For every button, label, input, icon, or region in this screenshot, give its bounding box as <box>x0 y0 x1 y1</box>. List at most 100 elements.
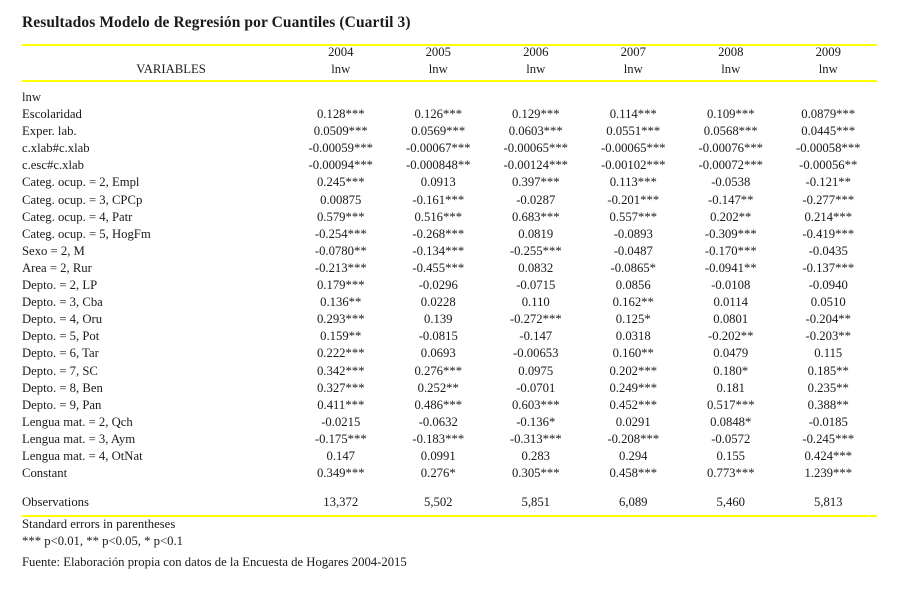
table-row: Depto. = 4, Oru 0.293*** 0.139 -0.272*** 0.1… <box>22 313 877 330</box>
significance-stars: *** <box>540 397 560 412</box>
coefficient-cell: -0.204** <box>805 312 851 327</box>
coefficient-cell: -0.455*** <box>412 260 465 275</box>
coefficient-cell: 0.305*** <box>511 466 560 481</box>
coefficient-cell: -0.0815 <box>418 329 458 344</box>
significance-stars: *** <box>835 431 855 446</box>
significance-stars: *** <box>542 312 562 327</box>
coefficient-cell: 0.00875 <box>320 192 362 207</box>
significance-stars: *** <box>737 243 757 258</box>
coefficient-cell: 0.397*** <box>511 175 560 190</box>
significance-stars: ** <box>836 363 849 378</box>
significance-stars: * <box>644 312 651 327</box>
note-significance: *** p<0.01, ** p<0.05, * p<0.1 <box>22 534 184 549</box>
coefficient-cell: 0.235** <box>807 380 849 395</box>
variable-label: Depto. = 9, Pan <box>22 397 102 412</box>
coefficient-cell: 0.0509*** <box>313 124 368 139</box>
coefficient-cell: 0.294 <box>618 448 648 463</box>
coefficient-cell: -0.0287 <box>516 192 556 207</box>
coefficient-cell: 0.129*** <box>511 107 560 122</box>
significance-stars: *** <box>445 243 465 258</box>
coefficient-cell: -0.00058*** <box>796 141 861 156</box>
coefficient-cell: 0.276* <box>420 466 456 481</box>
significance-stars: *** <box>451 141 471 156</box>
observations-value: 5,460 <box>716 495 746 510</box>
significance-stars: ** <box>738 209 752 224</box>
variable-label: Depto. = 7, SC <box>22 363 98 378</box>
coefficient-cell: 0.0832 <box>518 260 554 275</box>
horizontal-rule <box>22 515 877 518</box>
coefficient-cell: 0.126*** <box>414 107 463 122</box>
variable-label: Sexo = 2, M <box>22 243 85 258</box>
coefficient-cell: 0.557*** <box>609 209 658 224</box>
significance-stars: ** <box>348 329 362 344</box>
coefficient-cell: 0.424*** <box>804 448 853 463</box>
coefficient-cell: 0.222*** <box>316 346 365 361</box>
coefficient-cell: 0.125* <box>615 312 651 327</box>
variable-label: Escolaridad <box>22 107 82 122</box>
coefficient-cell: -0.254*** <box>314 226 367 241</box>
coefficient-cell: -0.00076*** <box>698 141 764 156</box>
observations-value: 13,372 <box>323 495 359 510</box>
coefficient-cell: 0.0568*** <box>703 124 758 139</box>
significance-stars: *** <box>353 141 373 156</box>
column-subheader-4: lnw <box>623 62 643 76</box>
coefficient-cell: 0.139 <box>423 312 453 327</box>
variable-label: c.xlab#c.xlab <box>22 141 90 156</box>
coefficient-cell: -0.00065*** <box>601 141 666 156</box>
rule-top <box>22 44 877 46</box>
coefficient-cell: 0.114*** <box>609 107 657 122</box>
column-subheader-6: lnw <box>818 62 838 76</box>
significance-stars: *** <box>738 124 758 139</box>
table-row: Lengua mat. = 4, OtNat 0.147 0.0991 0.283 0.… <box>22 450 877 467</box>
coefficient-cell: -0.170*** <box>704 243 757 258</box>
coefficient-cell: -0.175*** <box>314 431 367 446</box>
significance-stars: ** <box>457 158 471 173</box>
coefficient-cell: 0.411*** <box>317 397 365 412</box>
coefficient-cell: -0.00065*** <box>503 141 569 156</box>
coefficient-cell: 0.0975 <box>518 363 554 378</box>
variable-label: Categ. ocup. = 5, HogFm <box>22 226 151 241</box>
coefficient-cell: 0.185** <box>807 363 849 378</box>
coefficient-cell: -0.0296 <box>418 278 458 293</box>
coefficient-cell: -0.277*** <box>802 192 855 207</box>
significance-stars: *** <box>345 466 365 481</box>
coefficient-cell: 0.160** <box>612 346 654 361</box>
significance-stars: ** <box>838 175 851 190</box>
coefficient-cell: 0.486*** <box>414 397 463 412</box>
significance-stars: *** <box>638 466 658 481</box>
coefficient-cell: 0.245*** <box>316 175 365 190</box>
variable-label: Area = 2, Rur <box>22 260 92 275</box>
variable-label: Categ. ocup. = 2, Empl <box>22 175 140 190</box>
significance-stars: *** <box>735 107 755 122</box>
significance-stars: *** <box>637 107 657 122</box>
variable-label: lnw <box>22 90 42 104</box>
significance-stars: *** <box>835 226 855 241</box>
coefficient-cell: -0.137*** <box>802 260 855 275</box>
coefficient-cell: -0.0572 <box>711 431 751 446</box>
significance-stars: *** <box>548 158 568 173</box>
coefficient-cell: -0.268*** <box>412 226 465 241</box>
significance-stars: *** <box>443 107 463 122</box>
coefficient-cell: 0.0445*** <box>801 124 856 139</box>
coefficient-cell: -0.00067*** <box>406 141 471 156</box>
coefficient-cell <box>585 91 683 108</box>
rule-header-separator <box>22 80 877 82</box>
coefficient-cell: -0.213*** <box>314 260 367 275</box>
significance-stars: *** <box>835 260 855 275</box>
coefficient-cell: 0.0114 <box>713 295 748 310</box>
coefficient-cell: -0.0487 <box>613 243 653 258</box>
variable-label: Constant <box>22 466 68 481</box>
coefficient-cell: -0.0185 <box>808 414 848 429</box>
coefficient-cell: 0.0848* <box>710 414 752 429</box>
coefficient-cell: -0.245*** <box>802 431 855 446</box>
coefficient-cell: 0.603*** <box>511 397 560 412</box>
significance-stars: *** <box>345 397 365 412</box>
variable-label: Depto. = 5, Pot <box>22 329 100 344</box>
coefficient-cell: -0.203** <box>805 329 851 344</box>
significance-stars: *** <box>640 192 660 207</box>
coefficient-cell: -0.0893 <box>613 226 653 241</box>
coefficient-cell: 1.239*** <box>804 466 853 481</box>
significance-stars: *** <box>345 346 365 361</box>
significance-stars: *** <box>347 260 367 275</box>
